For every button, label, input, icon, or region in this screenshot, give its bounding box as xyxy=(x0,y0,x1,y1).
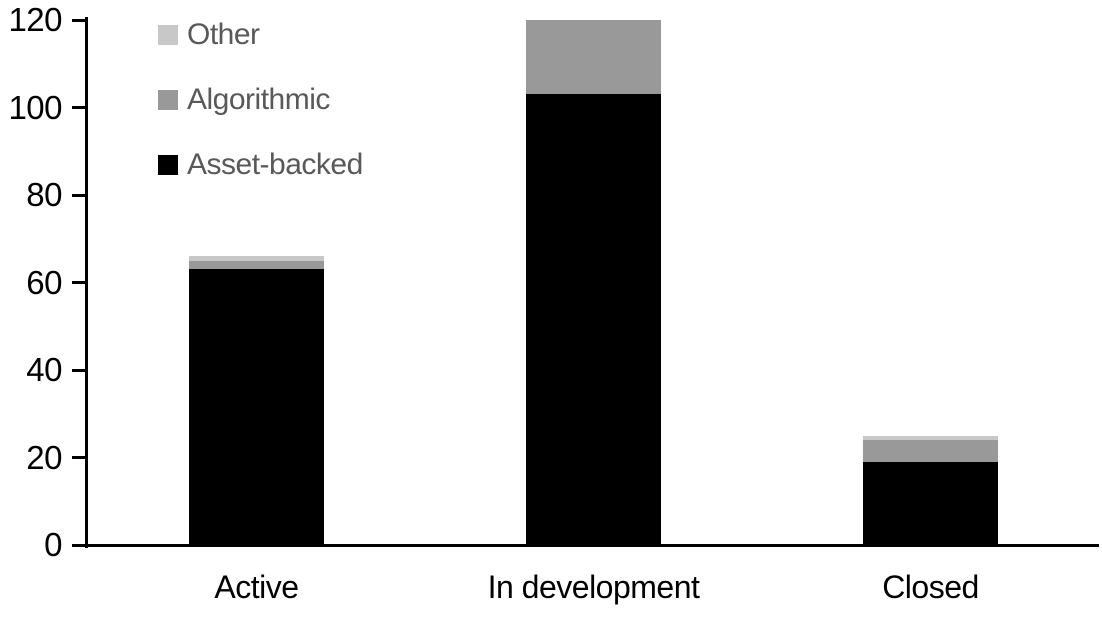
bar-segment-in-development-asset-backed xyxy=(526,94,661,545)
y-axis-tick xyxy=(72,18,88,22)
y-axis-tick-label: 120 xyxy=(8,1,62,38)
bar-segment-in-development-algorithmic xyxy=(526,20,661,95)
y-axis-line xyxy=(85,17,88,548)
legend-swatch-algorithmic xyxy=(158,90,178,110)
y-axis-tick xyxy=(72,281,88,284)
y-axis-tick-label: 100 xyxy=(8,88,62,126)
legend-swatch-asset-backed xyxy=(158,155,178,175)
y-axis-tick-label: 40 xyxy=(26,351,62,388)
y-axis-tick xyxy=(72,193,88,197)
x-axis-line xyxy=(85,544,1099,547)
y-axis-tick xyxy=(72,456,88,459)
bar-segment-active-other xyxy=(189,256,324,261)
x-axis-label-closed: Closed xyxy=(882,569,979,605)
x-axis-label-active: Active xyxy=(214,569,299,605)
y-axis-tick-label: 20 xyxy=(26,438,62,476)
bar-segment-closed-asset-backed xyxy=(863,461,998,545)
legend-item-other: Other xyxy=(158,18,260,51)
y-axis-tick-label: 0 xyxy=(44,526,62,563)
bar-segment-closed-other xyxy=(863,435,998,440)
x-axis-label-in-development: In development xyxy=(487,569,700,605)
legend-item-algorithmic: Algorithmic xyxy=(158,83,330,116)
y-axis-tick-label: 80 xyxy=(26,176,62,213)
legend-label: Asset-backed xyxy=(187,148,363,181)
bar-segment-active-asset-backed xyxy=(189,269,324,545)
bar-segment-closed-algorithmic xyxy=(863,440,998,462)
y-axis-tick xyxy=(72,368,88,372)
y-axis-tick xyxy=(72,106,88,109)
legend-item-asset-backed: Asset-backed xyxy=(158,148,363,181)
legend-label: Algorithmic xyxy=(187,83,330,116)
y-axis-tick xyxy=(72,543,88,547)
bar-segment-active-algorithmic xyxy=(189,260,324,270)
legend-swatch-other xyxy=(158,25,178,45)
legend-label: Other xyxy=(187,18,260,51)
y-axis-tick-label: 60 xyxy=(26,263,62,301)
